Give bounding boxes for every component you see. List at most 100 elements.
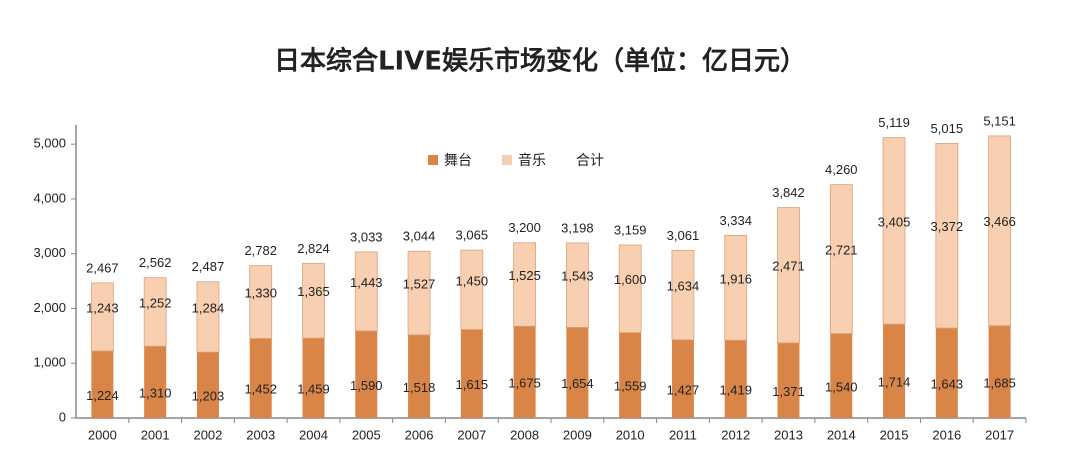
value-label: 1,685 (983, 375, 1016, 390)
total-label: 3,065 (456, 228, 489, 243)
bar-segment (408, 334, 431, 418)
value-label: 3,466 (983, 214, 1016, 229)
value-label: 1,371 (772, 384, 805, 399)
total-label: 3,200 (508, 220, 541, 235)
value-label: 1,243 (86, 300, 119, 315)
value-label: 1,615 (456, 377, 489, 392)
bar-segment (302, 262, 325, 339)
bar-segment (830, 333, 853, 418)
total-label: 3,198 (561, 220, 594, 235)
x-tick-label: 2017 (985, 427, 1014, 442)
total-label: 5,119 (878, 115, 910, 130)
y-tick-label: 5,000 (33, 136, 66, 151)
x-tick-label: 2008 (510, 427, 539, 442)
total-label: 3,033 (350, 229, 383, 244)
value-label: 1,284 (192, 300, 225, 315)
bar-segment (196, 281, 220, 353)
bar-segment (935, 328, 958, 418)
value-label: 1,452 (244, 382, 277, 397)
x-tick-label: 2005 (352, 427, 381, 442)
bar-segment (882, 137, 906, 325)
value-label: 1,330 (244, 285, 277, 300)
bar-segment (566, 327, 589, 418)
bar-segment (460, 249, 484, 330)
value-label: 1,310 (139, 386, 172, 401)
value-label: 1,540 (825, 379, 858, 394)
x-tick-label: 2011 (669, 427, 697, 442)
bar-segment (144, 346, 167, 418)
bar-segment (354, 251, 378, 332)
bar-segment (565, 242, 589, 328)
legend-swatch (428, 155, 438, 165)
value-label: 1,654 (561, 376, 594, 391)
bar-segment (829, 184, 853, 335)
value-label: 1,203 (192, 388, 225, 403)
value-label: 1,634 (667, 279, 700, 294)
bar-segment (724, 234, 748, 341)
total-label: 5,151 (983, 113, 1016, 128)
y-tick-label: 0 (59, 409, 66, 424)
y-tick-label: 4,000 (33, 190, 66, 205)
bar-segment (91, 350, 114, 418)
bar-segment (513, 326, 536, 418)
bar-segment (407, 250, 431, 336)
value-label: 1,527 (403, 276, 436, 291)
bar-segment (988, 325, 1011, 418)
total-label: 3,159 (614, 222, 647, 237)
x-tick-label: 2000 (88, 427, 117, 442)
x-tick-label: 2013 (774, 427, 803, 442)
x-tick-label: 2007 (457, 427, 486, 442)
value-label: 1,600 (614, 272, 647, 287)
bar-segment (671, 249, 695, 341)
legend-label: 舞台 (444, 153, 472, 169)
total-label: 5,015 (931, 121, 964, 136)
bar-segment (671, 339, 694, 418)
y-tick-label: 1,000 (33, 355, 66, 370)
x-tick-label: 2016 (932, 427, 961, 442)
value-label: 1,559 (614, 379, 647, 394)
y-tick-label: 2,000 (33, 300, 66, 315)
legend-swatch (502, 155, 512, 165)
total-label: 3,061 (667, 228, 700, 243)
value-label: 1,675 (508, 376, 541, 391)
legend-label: 合计 (576, 153, 604, 169)
bar-segment (90, 282, 114, 352)
value-label: 3,372 (931, 219, 964, 234)
bar-segment (883, 324, 906, 418)
value-label: 1,224 (86, 388, 119, 403)
x-tick-label: 2001 (141, 427, 170, 442)
x-tick-label: 2006 (405, 427, 434, 442)
legend-label: 音乐 (518, 152, 546, 169)
bar-segment (618, 244, 642, 334)
bar-segment (249, 338, 272, 418)
x-tick-label: 2015 (880, 427, 909, 442)
bar-segment (777, 342, 800, 418)
value-label: 1,365 (297, 284, 330, 299)
value-label: 1,450 (456, 273, 489, 288)
value-label: 1,459 (297, 381, 330, 396)
total-label: 4,260 (825, 162, 858, 177)
bar-segment (988, 135, 1012, 327)
value-label: 2,721 (825, 243, 858, 258)
x-tick-label: 2009 (563, 427, 592, 442)
bar-segment (513, 242, 537, 327)
bar-segment (249, 265, 273, 339)
y-tick-label: 3,000 (33, 245, 66, 260)
value-label: 1,525 (508, 268, 541, 283)
bar-segment (935, 142, 959, 329)
value-label: 1,916 (719, 271, 752, 286)
x-tick-label: 2012 (721, 427, 750, 442)
total-label: 3,044 (403, 229, 436, 244)
x-tick-label: 2010 (616, 427, 645, 442)
value-label: 1,714 (878, 375, 911, 390)
value-label: 1,643 (931, 376, 964, 391)
total-label: 2,487 (192, 259, 225, 274)
value-label: 2,471 (772, 259, 805, 274)
total-label: 3,334 (719, 213, 752, 228)
bar-segment (143, 277, 167, 347)
value-label: 1,419 (719, 383, 752, 398)
x-tick-label: 2004 (299, 427, 328, 442)
x-tick-label: 2002 (193, 427, 222, 442)
value-label: 1,543 (561, 269, 594, 284)
